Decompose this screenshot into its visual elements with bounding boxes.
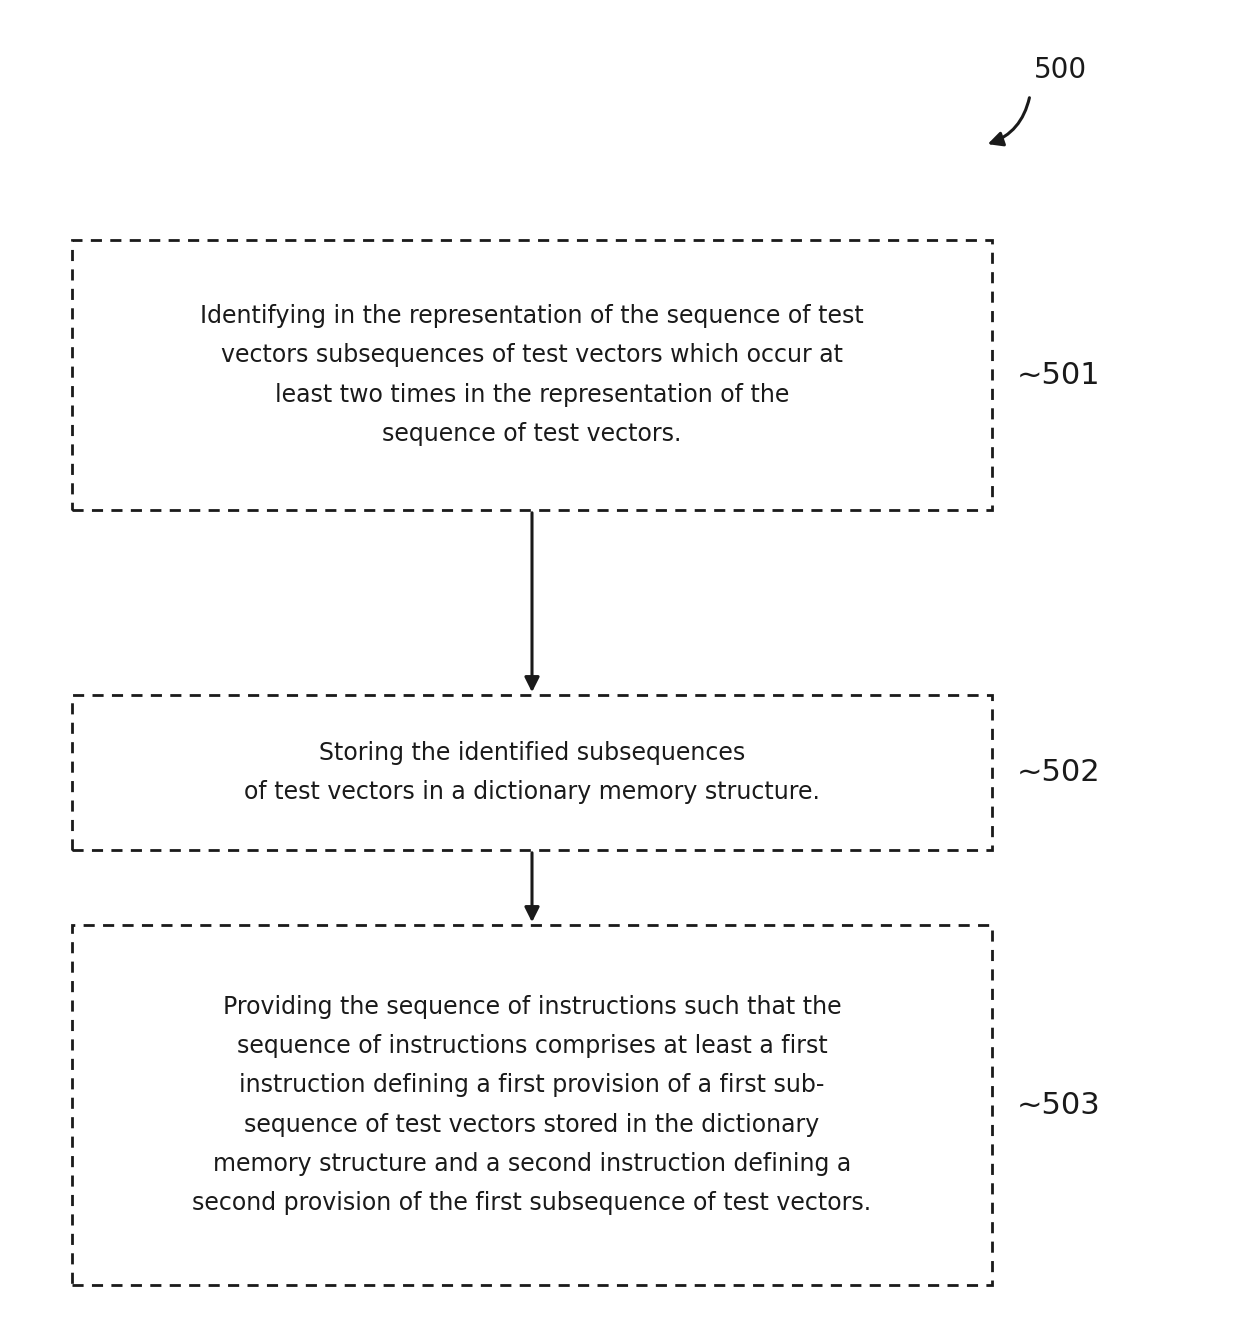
Text: ~501: ~501 (1017, 360, 1101, 390)
Text: Providing the sequence of instructions such that the
sequence of instructions co: Providing the sequence of instructions s… (192, 996, 872, 1215)
Text: Storing the identified subsequences
of test vectors in a dictionary memory struc: Storing the identified subsequences of t… (244, 741, 820, 804)
Text: ~502: ~502 (1017, 758, 1101, 787)
Text: ~503: ~503 (1017, 1091, 1101, 1119)
Bar (72, 695, 992, 850)
Bar (72, 240, 992, 511)
Text: Identifying in the representation of the sequence of test
vectors subsequences o: Identifying in the representation of the… (200, 304, 864, 446)
Bar (72, 925, 992, 1285)
Text: 500: 500 (1033, 56, 1086, 84)
